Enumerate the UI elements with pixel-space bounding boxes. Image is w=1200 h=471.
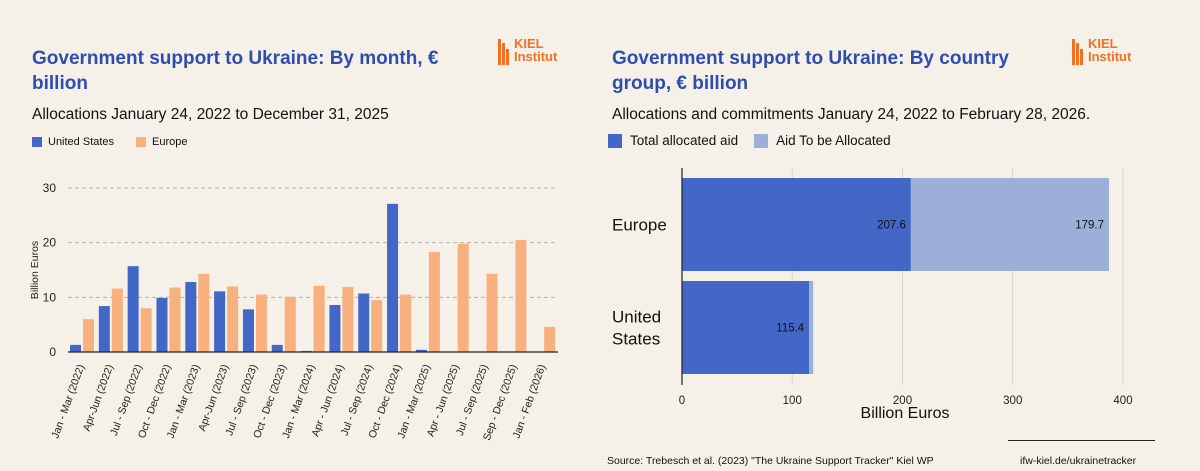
x-tick-label: 200	[893, 395, 912, 407]
left-title-line1: Government support to Ukraine: By month,…	[32, 48, 439, 69]
left-chart-legend: United States Europe	[32, 136, 188, 148]
kiel-logo-text: KIEL Institut	[1088, 36, 1132, 64]
kiel-logo-mark-icon	[1072, 39, 1084, 65]
bar-europe	[515, 239, 527, 352]
y-axis-label: Billion Euros	[29, 241, 41, 299]
y-tick-label: 20	[43, 236, 57, 250]
right-title-line2: group, € billion	[612, 73, 749, 94]
x-tick-label: Apr-Jun (2023)	[196, 363, 231, 433]
kiel-institut-logo-left: KIEL Institut	[498, 37, 578, 67]
x-tick-label: Apr-Jun (2022)	[81, 363, 116, 433]
category-label: Europe	[612, 216, 667, 235]
x-axis-label: Billion Euros	[861, 405, 950, 422]
bar-us	[242, 309, 254, 352]
category-label: States	[612, 330, 660, 349]
legend-label-europe: Europe	[152, 136, 188, 148]
bar-europe	[428, 251, 440, 352]
bar-us	[387, 203, 399, 352]
bar-us	[127, 266, 139, 352]
tracker-url: ifw-kiel.de/ukrainetracker	[1020, 455, 1137, 467]
country-group-bar-chart: 0 100 200 300 400 Billion Euros 207.6 179.7 Euro…	[612, 168, 1133, 422]
bar-europe	[400, 294, 412, 352]
kiel-institut-logo-right: KIEL Institut	[1072, 37, 1152, 67]
source-note: Source: Trebesch et al. (2023) "The Ukra…	[607, 455, 934, 467]
right-chart-subtitle: Allocations and commitments January 24, …	[612, 106, 1091, 123]
bar-europe	[486, 273, 498, 352]
bar-us	[358, 293, 370, 352]
left-panel: Government support to Ukraine: By month,…	[29, 37, 578, 442]
bar-to-allocate	[809, 281, 814, 374]
bar-us	[98, 306, 110, 352]
bar-us	[415, 349, 427, 352]
legend-swatch-us	[32, 137, 42, 147]
bar-us	[70, 344, 81, 352]
legend-label-us: United States	[48, 136, 115, 148]
bar-allocated	[682, 281, 810, 374]
right-chart-title: Government support to Ukraine: By countr…	[612, 46, 1009, 96]
x-tick-label: 300	[1003, 395, 1022, 407]
kiel-logo-mark-icon	[498, 39, 510, 65]
bar-europe	[313, 285, 325, 352]
legend-label-allocated: Total allocated aid	[630, 133, 739, 148]
bar-europe	[544, 326, 556, 352]
bar-europe	[371, 300, 383, 352]
bar-europe	[457, 243, 469, 352]
bar-europe	[140, 308, 152, 352]
right-panel: Government support to Ukraine: By countr…	[600, 0, 1200, 471]
bar-europe	[198, 273, 210, 352]
x-tick-label: 100	[783, 395, 802, 407]
bar-to-allocate	[910, 178, 1109, 271]
bar-europe	[342, 286, 354, 352]
right-chart-legend: Total allocated aid Aid To be Allocated	[608, 133, 891, 148]
legend-swatch-to-allocate	[754, 133, 769, 148]
bar-europe	[111, 288, 123, 352]
footer-divider	[1008, 440, 1155, 441]
x-tick-label: 400	[1113, 395, 1132, 407]
bar-us	[329, 304, 341, 352]
bar-europe	[255, 294, 267, 352]
bar-europe	[83, 319, 94, 352]
bar-us	[185, 282, 197, 352]
bar-value-label: 115.4	[776, 323, 805, 335]
category-label: United	[612, 308, 661, 327]
bar-value-label: 179.7	[1075, 220, 1104, 232]
left-chart-subtitle: Allocations January 24, 2022 to December…	[32, 106, 389, 123]
x-tick-label: 0	[679, 395, 685, 407]
bar-allocated	[682, 178, 911, 271]
bar-europe	[284, 296, 296, 352]
right-title-line1: Government support to Ukraine: By countr…	[612, 48, 1009, 69]
bar-us	[271, 344, 283, 352]
legend-swatch-allocated	[608, 133, 622, 148]
bar-europe	[169, 287, 181, 352]
y-tick-label: 0	[49, 345, 56, 359]
y-tick-label: 10	[43, 290, 57, 304]
bar-us	[156, 297, 168, 352]
bar-us	[214, 291, 226, 352]
legend-swatch-europe	[136, 137, 147, 147]
left-chart-title: Government support to Ukraine: By month,…	[32, 46, 438, 96]
kiel-logo-text: KIEL Institut	[514, 36, 558, 64]
legend-label-to-allocate: Aid To be Allocated	[776, 133, 891, 148]
bar-value-label: 207.6	[877, 220, 906, 232]
y-tick-label: 30	[43, 181, 57, 195]
bar-europe	[227, 286, 239, 352]
left-title-line2: billion	[32, 73, 88, 94]
